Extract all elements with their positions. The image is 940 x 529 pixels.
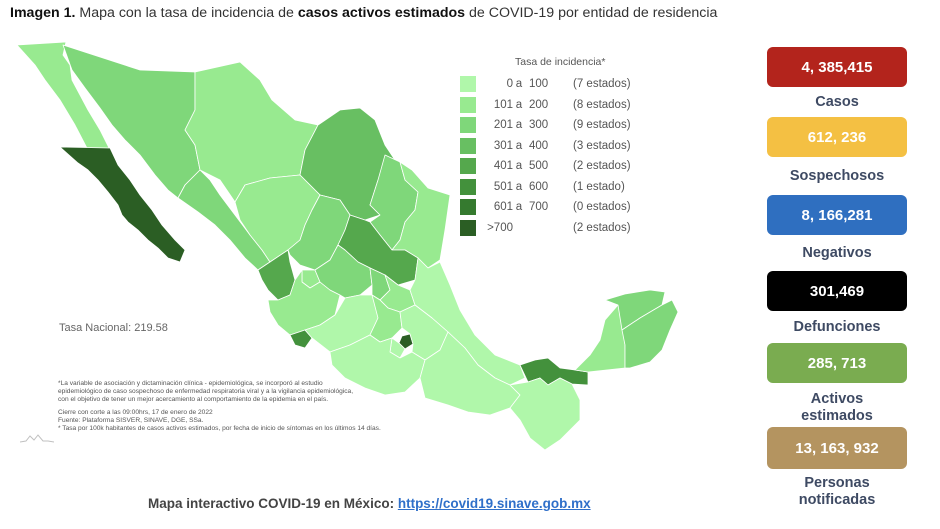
legend-item: 0 a 100 (7 estados) xyxy=(460,74,631,95)
legend-swatch xyxy=(460,76,476,93)
footer-label: Mapa interactivo COVID-19 en México: xyxy=(148,496,398,511)
state-guerrero[interactable] xyxy=(329,334,426,396)
state-chiapas[interactable] xyxy=(509,377,581,451)
legend-item: 101 a 200 (8 estados) xyxy=(460,95,631,116)
state-campeche[interactable] xyxy=(574,304,626,373)
state-quintana-roo[interactable] xyxy=(621,299,679,369)
footnotes: *La variable de asociación y dictaminaci… xyxy=(58,380,381,433)
stats-panel: 4, 385,415 Casos 612, 236 Sospechosos 8,… xyxy=(767,47,907,509)
figure-number: Imagen 1. xyxy=(10,5,76,21)
stat-negativos-label: Negativos xyxy=(802,245,872,261)
stat-defunciones-value: 301,469 xyxy=(767,271,907,311)
stat-notificadas-label: Personas notificadas xyxy=(798,475,876,508)
title-bold: casos activos estimados xyxy=(297,5,466,21)
source-note: Fuente: Plataforma SISVER, SINAVE, DGE, … xyxy=(58,417,204,424)
stat-negativos-value: 8, 166,281 xyxy=(767,195,907,235)
legend-item: 401 a 500 (2 estados) xyxy=(460,156,631,177)
figure-title: Imagen 1. Mapa con la tasa de incidencia… xyxy=(10,5,717,21)
stat-casos-value: 4, 385,415 xyxy=(767,47,907,87)
legend-swatch xyxy=(460,137,476,154)
stat-defunciones-label: Defunciones xyxy=(793,319,881,335)
state-colima[interactable] xyxy=(289,329,313,349)
national-rate: Tasa Nacional: 219.58 xyxy=(59,322,168,334)
legend-swatch xyxy=(460,219,476,236)
state-mexico[interactable] xyxy=(369,294,403,343)
stat-sospechosos-label: Sospechosos xyxy=(789,168,885,184)
stat-sospechosos-value: 612, 236 xyxy=(767,117,907,157)
note-line: *La variable de asociación y dictaminaci… xyxy=(58,380,323,387)
footer: Mapa interactivo COVID-19 en México: htt… xyxy=(148,496,591,511)
state-baja-california-sur[interactable] xyxy=(59,146,186,263)
interactive-map-link[interactable]: https://covid19.sinave.gob.mx xyxy=(397,496,591,511)
legend-item: >700 (2 estados) xyxy=(460,218,631,239)
title-text-1: Mapa con la tasa de incidencia de xyxy=(75,5,298,21)
rate-note: * Tasa por 100k habitantes de casos acti… xyxy=(58,425,381,432)
state-cdmx[interactable] xyxy=(398,333,414,350)
stat-activos-label: Activos estimados xyxy=(801,391,873,424)
legend-swatch xyxy=(460,199,476,216)
stat-casos-label: Casos xyxy=(815,94,859,110)
legend-item: 501 a 600 (1 estado) xyxy=(460,177,631,198)
legend-title: Tasa de incidencia* xyxy=(515,56,606,68)
legend-swatch xyxy=(460,178,476,195)
legend-swatch xyxy=(460,117,476,134)
legend-item: 601 a 700 (0 estados) xyxy=(460,197,631,218)
stat-activos-value: 285, 713 xyxy=(767,343,907,383)
note-line: epidemiológico de caso sospechoso de enf… xyxy=(58,388,354,395)
mountain-logo-icon xyxy=(20,434,54,443)
mexico-choropleth-map xyxy=(16,41,679,451)
map-legend: Tasa de incidencia* 0 a 100 (7 estados) 101… xyxy=(460,56,631,238)
legend-item: 201 a 300 (9 estados) xyxy=(460,115,631,136)
note-line: con el objetivo de tener un mejor acerca… xyxy=(58,396,329,403)
legend-swatch xyxy=(460,158,476,175)
stat-notificadas-value: 13, 163, 932 xyxy=(767,427,907,469)
legend-item: 301 a 400 (3 estados) xyxy=(460,136,631,157)
cutoff-note: Cierre con corte a las 09:00hrs, 17 de e… xyxy=(58,409,213,416)
title-text-2: de COVID-19 por entidad de residencia xyxy=(465,5,718,21)
legend-swatch xyxy=(460,96,476,113)
